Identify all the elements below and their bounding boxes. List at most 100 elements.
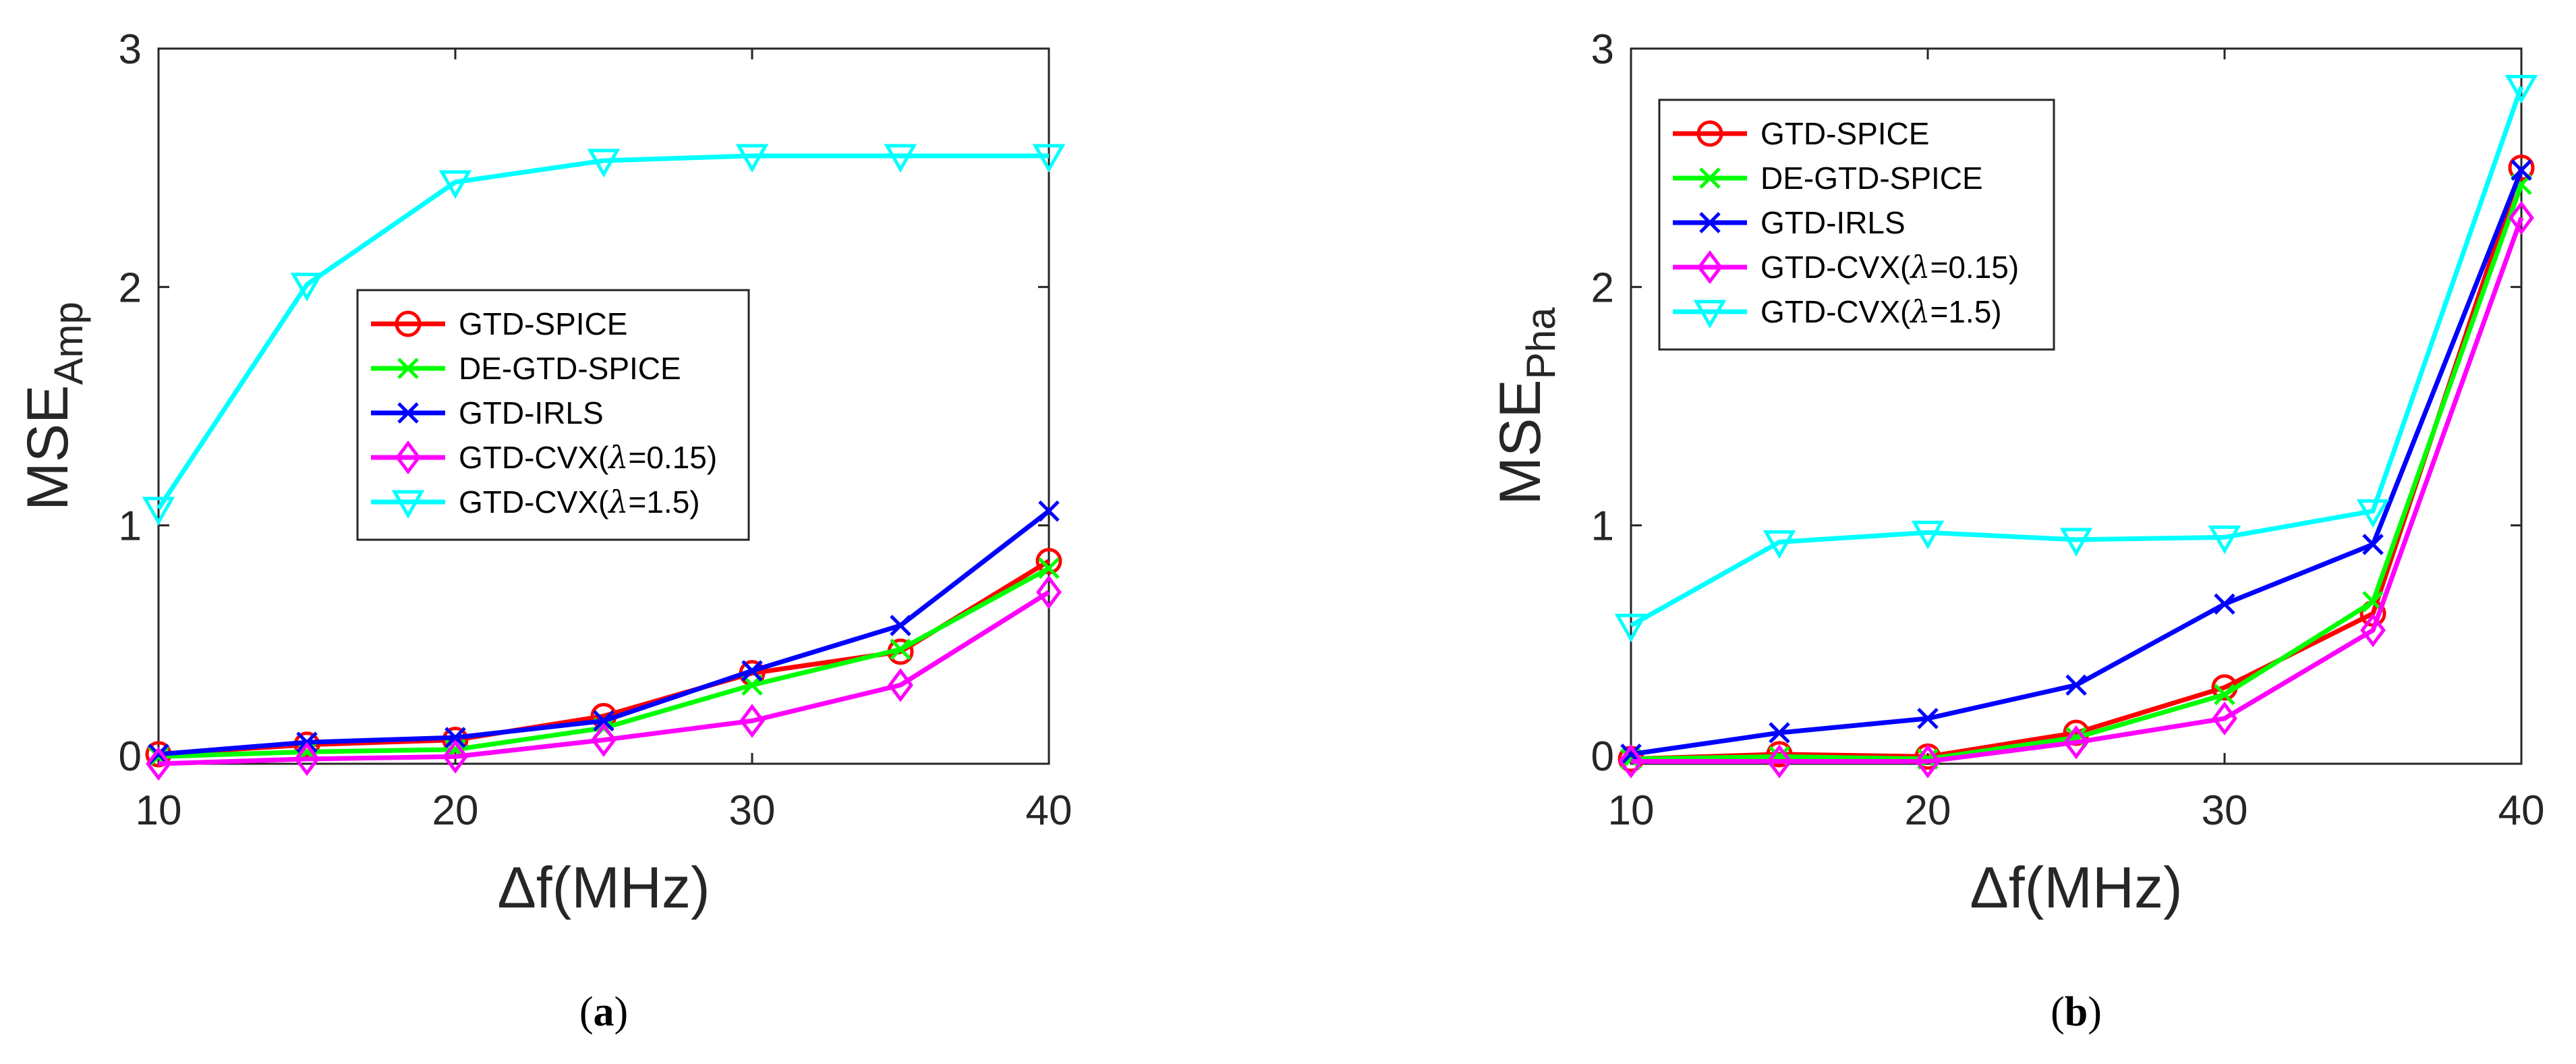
point-b-4-6 bbox=[2505, 75, 2538, 104]
point-a-3-6 bbox=[1036, 575, 1062, 609]
caption-a: (a) bbox=[579, 989, 628, 1035]
point-a-4-1 bbox=[290, 273, 324, 302]
point-b-3-5 bbox=[2360, 613, 2386, 648]
series-a bbox=[142, 144, 1066, 781]
chart-panel-a: 0 1 2 3 10 20 30 40 Δf(MHz) MSEAmp GTD-SPICE DE… bbox=[16, 26, 1072, 1035]
point-b-2-3 bbox=[2065, 674, 2087, 696]
y-axis-label-a: MSEAmp bbox=[16, 302, 91, 511]
y-axis-label-sub-b: Pha bbox=[1518, 307, 1564, 379]
series-a-4 bbox=[142, 144, 1066, 526]
legend-marker-x-b-2 bbox=[1699, 212, 1721, 233]
legend-marker-circle-a-0 bbox=[395, 310, 422, 337]
point-b-4-1 bbox=[1763, 530, 1796, 559]
point-b-0-6 bbox=[2508, 155, 2535, 181]
point-a-1-5 bbox=[890, 638, 911, 661]
legend-marker-circle-b-0 bbox=[1696, 120, 1723, 147]
point-a-3-4 bbox=[739, 704, 765, 738]
y-axis-label-sub-a: Amp bbox=[46, 302, 91, 385]
point-b-3-4 bbox=[2212, 701, 2237, 736]
x-axis-label-b: Δf(MHz) bbox=[1970, 856, 2182, 920]
y-tick-label-b-3: 3 bbox=[1591, 26, 1614, 73]
legend-label-b-4: GTD-CVX(λ=1.5) bbox=[1761, 293, 2002, 330]
caption-b: (b) bbox=[2051, 989, 2102, 1035]
legend-label-b-1: DE-GTD-SPICE bbox=[1761, 161, 1983, 196]
point-a-4-5 bbox=[884, 144, 917, 173]
point-a-3-1 bbox=[294, 741, 320, 777]
series-line-a-3 bbox=[158, 590, 1050, 766]
point-a-2-3 bbox=[593, 710, 614, 732]
series-line-b-4 bbox=[1630, 86, 2524, 628]
y-axis-label-b: MSEPha bbox=[1488, 307, 1564, 505]
point-b-3-6 bbox=[2509, 200, 2534, 235]
x-tick-label-a-2: 30 bbox=[729, 787, 776, 834]
legend-marker-diamond-b-3 bbox=[1697, 250, 1723, 285]
caption-b-letter: b bbox=[2065, 989, 2088, 1035]
legend-label-a-4: GTD-CVX(λ=1.5) bbox=[459, 484, 700, 520]
point-b-2-1 bbox=[1769, 722, 1790, 744]
point-b-4-5 bbox=[2356, 499, 2390, 528]
y-tick-label-b-2: 2 bbox=[1591, 264, 1614, 311]
legend-b: GTD-SPICE DE-GTD-SPICE GTD-IRLS GTD-CVX(λ=0… bbox=[1658, 99, 2055, 351]
y-tick-label-b-0: 0 bbox=[1591, 733, 1614, 780]
y-ticks-a: 0 1 2 3 bbox=[119, 26, 1049, 780]
legend-label-b-3: GTD-CVX(λ=0.15) bbox=[1761, 249, 2019, 285]
point-b-3-2 bbox=[1915, 744, 1941, 779]
legend-marker-triangle-a-4 bbox=[391, 490, 425, 520]
chart-panel-b: 0 1 2 3 10 20 30 40 Δf(MHz) MSEPha GTD-SPICE DE… bbox=[1488, 26, 2544, 1035]
point-b-2-4 bbox=[2214, 593, 2235, 615]
point-a-0-6 bbox=[1035, 548, 1062, 575]
legend-marker-x-a-1 bbox=[397, 358, 419, 379]
y-tick-label-a-1: 1 bbox=[119, 503, 142, 550]
x-tick-label-b-1: 20 bbox=[1905, 787, 1951, 834]
legend-label-b-0: GTD-SPICE bbox=[1761, 116, 1929, 151]
series-b-2 bbox=[1620, 159, 2532, 765]
point-b-4-4 bbox=[2208, 525, 2241, 555]
x-ticks-a: 10 20 30 40 bbox=[136, 49, 1072, 834]
y-axis-label-main-b: MSE bbox=[1488, 379, 1553, 505]
point-b-2-6 bbox=[2511, 159, 2532, 181]
point-b-4-3 bbox=[2059, 528, 2093, 557]
point-a-4-0 bbox=[142, 497, 175, 526]
legend-marker-diamond-a-3 bbox=[395, 440, 421, 475]
point-b-3-0 bbox=[1618, 744, 1644, 779]
point-a-2-6 bbox=[1038, 500, 1060, 522]
point-b-4-0 bbox=[1614, 613, 1648, 643]
y-axis-label-main-a: MSE bbox=[16, 385, 80, 511]
y-tick-label-a-2: 2 bbox=[119, 264, 142, 311]
point-a-2-5 bbox=[890, 615, 911, 636]
point-a-3-5 bbox=[888, 668, 913, 702]
point-b-3-1 bbox=[1767, 744, 1792, 779]
point-b-1-4 bbox=[2214, 683, 2235, 706]
y-tick-label-b-1: 1 bbox=[1591, 503, 1614, 550]
legend-marker-x-b-1 bbox=[1699, 167, 1721, 189]
point-a-1-6 bbox=[1038, 557, 1060, 580]
y-ticks-b: 0 1 2 3 bbox=[1591, 26, 2521, 780]
point-a-4-3 bbox=[587, 148, 621, 178]
point-b-2-5 bbox=[2362, 534, 2384, 555]
point-a-2-2 bbox=[445, 727, 466, 748]
point-a-4-6 bbox=[1032, 144, 1066, 173]
legend-marker-triangle-b-4 bbox=[1693, 300, 1727, 329]
legend-label-a-2: GTD-IRLS bbox=[459, 395, 604, 430]
point-b-2-2 bbox=[1917, 708, 1939, 729]
legend-label-a-3: GTD-CVX(λ=0.15) bbox=[459, 439, 717, 476]
x-ticks-b: 10 20 30 40 bbox=[1608, 49, 2545, 834]
x-tick-label-b-0: 10 bbox=[1608, 787, 1655, 834]
legend-label-a-1: DE-GTD-SPICE bbox=[459, 351, 681, 386]
point-a-3-0 bbox=[146, 746, 171, 781]
x-tick-label-b-2: 30 bbox=[2202, 787, 2248, 834]
caption-a-letter: a bbox=[594, 989, 614, 1035]
point-a-4-2 bbox=[438, 170, 472, 199]
point-a-3-2 bbox=[442, 739, 468, 774]
point-b-3-3 bbox=[2063, 725, 2089, 760]
series-line-a-4 bbox=[156, 153, 1049, 510]
x-tick-label-a-1: 20 bbox=[432, 787, 479, 834]
point-b-4-2 bbox=[1911, 520, 1945, 550]
y-tick-label-a-3: 3 bbox=[119, 26, 142, 73]
point-a-3-3 bbox=[591, 723, 617, 757]
legend-label-b-2: GTD-IRLS bbox=[1761, 205, 1906, 240]
x-tick-label-a-0: 10 bbox=[136, 787, 182, 834]
point-a-4-4 bbox=[735, 144, 769, 173]
x-tick-label-b-3: 40 bbox=[2498, 787, 2545, 834]
